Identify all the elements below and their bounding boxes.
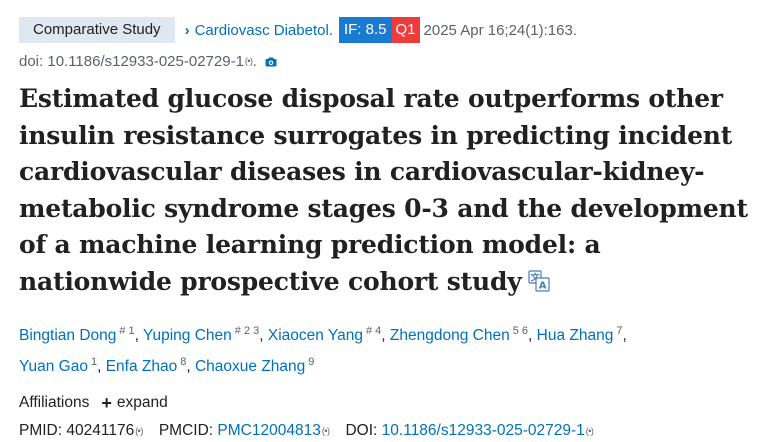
author-item: Yuan Gao 1, <box>19 356 106 376</box>
doi-text[interactable]: doi: 10.1186/s12933-025-02729-1 <box>19 52 244 70</box>
external-link-icon: (•) <box>321 426 330 437</box>
author-affiliation-sup[interactable]: 8 <box>180 356 187 369</box>
affiliations-row: Affiliations + expand <box>19 393 754 413</box>
plus-icon: + <box>101 393 112 414</box>
svg-text:文: 文 <box>529 271 540 283</box>
external-link-icon: (•) <box>244 56 253 66</box>
author-affiliation-sup[interactable]: # 4 <box>365 325 382 337</box>
camera-icon[interactable] <box>265 57 277 67</box>
author-link[interactable]: Hua Zhang <box>536 327 614 345</box>
article-header: Comparative Study › Cardiovasc Diabetol.… <box>19 17 754 442</box>
author-affiliation-sup[interactable]: 1 <box>90 356 98 369</box>
author-link[interactable]: Chaoxue Zhang <box>194 358 306 376</box>
author-item: Zhengdong Chen 5 6, <box>389 325 537 345</box>
translate-icon[interactable]: 文 A <box>527 269 550 292</box>
author-list: Bingtian Dong # 1, Yuping Chen # 2 3, Xiao… <box>19 318 754 380</box>
pmcid-link[interactable]: PMC12004813 <box>217 422 321 440</box>
author-link[interactable]: Xiaocen Yang <box>267 327 363 345</box>
external-link-icon: (•) <box>585 426 594 437</box>
pmid-label: PMID: <box>19 422 63 440</box>
doi-row: doi: 10.1186/s12933-025-02729-1 (•). <box>19 51 754 71</box>
author-affiliation-sup[interactable]: 5 6 <box>512 325 528 337</box>
pmcid-label: PMCID: <box>158 422 214 440</box>
article-type-badge: Comparative Study <box>19 17 175 43</box>
author-affiliation-sup[interactable]: 9 <box>308 356 315 369</box>
meta-row: Comparative Study › Cardiovasc Diabetol.… <box>19 17 754 43</box>
article-title: Estimated glucose disposal rate outperfo… <box>19 81 754 300</box>
doi-label: DOI: <box>345 422 378 440</box>
author-link[interactable]: Zhengdong Chen <box>389 327 510 345</box>
author-link[interactable]: Yuan Gao <box>19 358 88 376</box>
author-item: Xiaocen Yang # 4, <box>267 325 390 345</box>
author-affiliation-sup[interactable]: # 1 <box>119 325 135 337</box>
article-title-text: Estimated glucose disposal rate outperfo… <box>19 84 748 296</box>
journal-name: Cardiovasc Diabetol. <box>194 21 333 39</box>
svg-text:A: A <box>538 280 546 291</box>
impact-factor-badge: IF: 8.5 <box>338 17 392 43</box>
author-link[interactable]: Yuping Chen <box>143 327 232 345</box>
author-item: Bingtian Dong # 1, <box>19 325 144 345</box>
chevron-right-icon: › <box>184 21 190 39</box>
author-item: Chaoxue Zhang 9 <box>194 356 315 376</box>
expand-affiliations-button[interactable]: + expand <box>101 394 167 412</box>
doi-link[interactable]: 10.1186/s12933-025-02729-1 <box>381 422 585 440</box>
author-affiliation-sup[interactable]: 7 <box>616 325 623 337</box>
journal-link[interactable]: › Cardiovasc Diabetol. <box>185 22 333 39</box>
author-item: Yuping Chen # 2 3, <box>143 325 268 345</box>
author-link[interactable]: Enfa Zhao <box>105 358 178 376</box>
quartile-badge: Q1 <box>391 17 420 43</box>
author-item: Enfa Zhao 8, <box>105 356 195 376</box>
citation-text: 2025 Apr 16;24(1):163. <box>423 21 577 39</box>
pmid-value: 40241176 <box>66 422 135 440</box>
external-link-icon: (•) <box>135 426 143 437</box>
affiliations-label: Affiliations <box>19 394 90 412</box>
expand-label: expand <box>116 394 168 412</box>
identifier-row: PMID: 40241176 (•) PMCID: PMC12004813 (•) … <box>19 420 754 442</box>
author-affiliation-sup[interactable]: # 2 3 <box>234 325 260 337</box>
author-link[interactable]: Bingtian Dong <box>19 327 117 345</box>
author-item: Hua Zhang 7, <box>536 325 627 345</box>
